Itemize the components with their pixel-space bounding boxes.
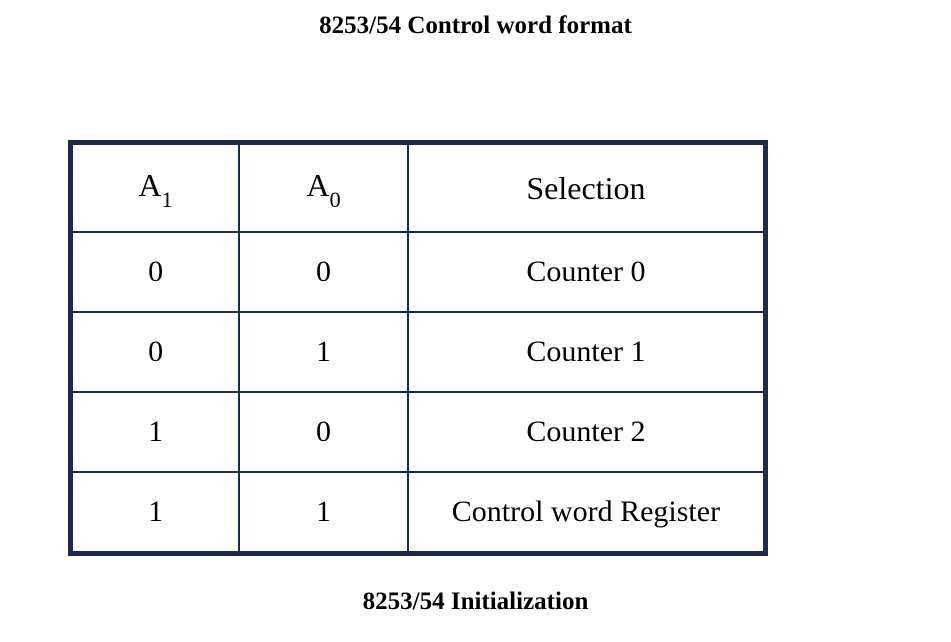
cell-a0: 0	[239, 392, 408, 472]
col-header-a0-sub: 0	[329, 187, 340, 212]
col-header-a0: A0	[239, 143, 408, 233]
cell-a0: 1	[239, 472, 408, 554]
col-header-selection: Selection	[408, 143, 766, 233]
table-row: 0 1 Counter 1	[71, 312, 766, 392]
cell-selection: Control word Register	[408, 472, 766, 554]
cell-a0: 1	[239, 312, 408, 392]
col-header-a1-sub: 1	[162, 187, 173, 212]
cell-selection: Counter 2	[408, 392, 766, 472]
page-root: 8253/54 Control word format A1 A0	[0, 0, 951, 642]
cell-a1: 0	[71, 312, 240, 392]
cell-a1: 1	[71, 472, 240, 554]
cell-selection: Counter 1	[408, 312, 766, 392]
table-row: 1 1 Control word Register	[71, 472, 766, 554]
cell-a0: 0	[239, 232, 408, 312]
caption-initialization: 8253/54 Initialization	[0, 588, 951, 616]
table-header-row: A1 A0 Selection	[71, 143, 766, 233]
col-header-selection-label: Selection	[526, 170, 645, 206]
col-header-a1: A1	[71, 143, 240, 233]
cell-selection: Counter 0	[408, 232, 766, 312]
address-selection-table-wrap: A1 A0 Selection 0 0	[68, 140, 768, 556]
col-header-a1-main: A	[138, 167, 161, 203]
title-control-word-format: 8253/54 Control word format	[0, 12, 951, 40]
table-row: 1 0 Counter 2	[71, 392, 766, 472]
address-selection-table: A1 A0 Selection 0 0	[68, 140, 768, 556]
col-header-a0-main: A	[306, 167, 329, 203]
cell-a1: 0	[71, 232, 240, 312]
table-row: 0 0 Counter 0	[71, 232, 766, 312]
cell-a1: 1	[71, 392, 240, 472]
